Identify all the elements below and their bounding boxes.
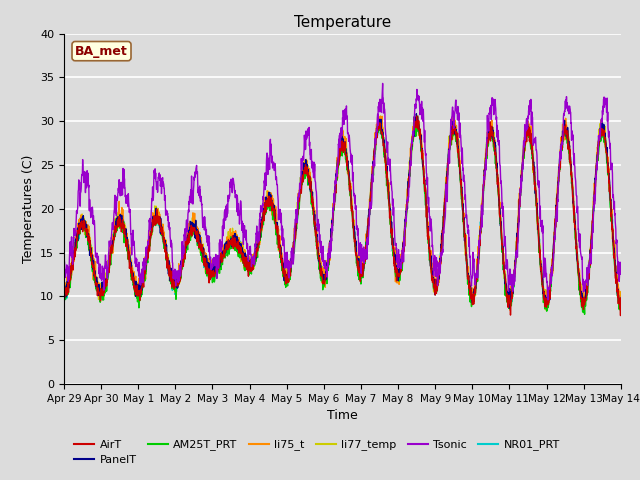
Text: BA_met: BA_met (75, 45, 128, 58)
Legend: AirT, PanelT, AM25T_PRT, li75_t, li77_temp, Tsonic, NR01_PRT: AirT, PanelT, AM25T_PRT, li75_t, li77_te… (70, 435, 564, 469)
X-axis label: Time: Time (327, 409, 358, 422)
Title: Temperature: Temperature (294, 15, 391, 30)
Y-axis label: Temperatures (C): Temperatures (C) (22, 155, 35, 263)
